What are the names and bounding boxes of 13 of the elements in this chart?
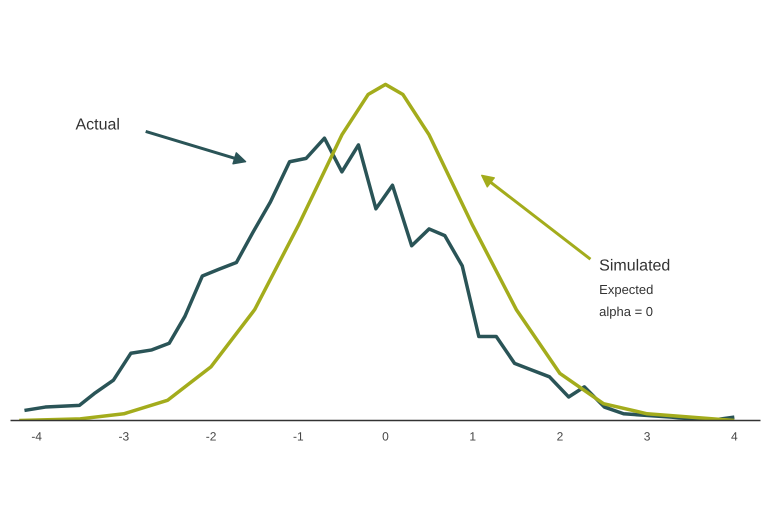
x-tick-label: -4 <box>31 430 42 444</box>
x-tick-label: -3 <box>118 430 130 444</box>
x-tick-label: 2 <box>556 430 564 444</box>
x-tick-label: -1 <box>292 430 304 444</box>
annotation: Actual <box>75 116 120 134</box>
x-tick-label: -2 <box>206 430 217 444</box>
x-tick-label: 0 <box>382 430 390 444</box>
x-tick-label: 4 <box>731 430 738 444</box>
x-tick-label: 3 <box>644 430 651 444</box>
annotation: Expected <box>599 282 654 297</box>
annotation: alpha = 0 <box>599 304 654 319</box>
x-tick-label: 1 <box>469 430 476 444</box>
annotation: Simulated <box>599 257 670 274</box>
